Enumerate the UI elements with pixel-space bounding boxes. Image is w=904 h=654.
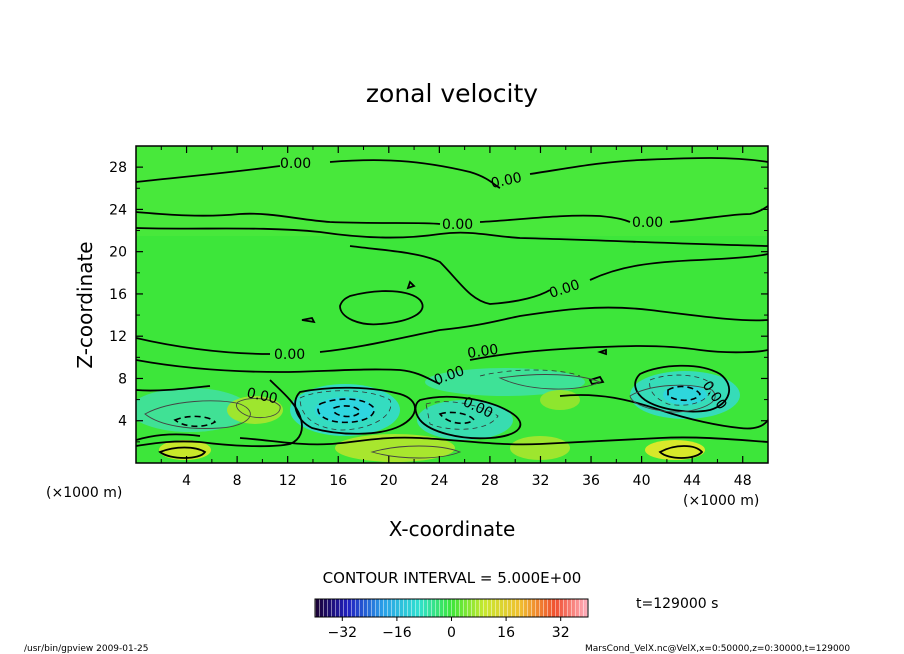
contour-label: 0.00	[490, 170, 524, 192]
contour-line	[425, 401, 499, 430]
chart-title: zonal velocity	[366, 79, 538, 108]
contour-label: 0.00	[245, 385, 279, 407]
x-unit-left: (×1000 m)	[46, 485, 122, 501]
anomaly-negative	[417, 400, 513, 440]
x-tick-label: 28	[481, 473, 499, 489]
y-tick-label: 16	[109, 287, 127, 303]
contour-line	[370, 445, 462, 459]
y-tick-label: 4	[118, 414, 127, 430]
y-tick-label: 12	[109, 329, 127, 345]
footer-left: /usr/bin/gpview 2009-01-25	[24, 644, 148, 654]
contour-line	[634, 364, 731, 413]
y-tick-label: 20	[109, 245, 127, 261]
contour-line	[667, 385, 701, 402]
x-tick-label: 32	[532, 473, 550, 489]
x-tick-label: 12	[279, 473, 297, 489]
contour-line	[339, 290, 424, 326]
anomaly-positive	[645, 440, 705, 460]
x-ticks: 4 8 12 16 20 24 28 32 36 40 44 48	[160, 146, 752, 489]
plot-frame	[135, 145, 769, 464]
contour-line	[136, 227, 768, 247]
y-ticks: 4 8 12 16 20 24 28	[109, 160, 768, 443]
contour-line	[136, 433, 768, 446]
colorbar-tick-label: 16	[497, 625, 515, 641]
contour-line	[173, 415, 217, 428]
contour-line	[438, 411, 476, 425]
contour-label: 0.00	[442, 217, 473, 233]
contour-line	[479, 369, 581, 377]
contour-line	[136, 345, 768, 385]
contour-line	[136, 157, 768, 189]
anomaly-negative	[315, 397, 375, 423]
thin-contours	[144, 374, 716, 459]
x-tick-label: 8	[233, 473, 242, 489]
contour-label: 0.00	[274, 347, 305, 363]
colorbar-tick-label: 32	[552, 625, 570, 641]
anomaly-positive	[540, 390, 580, 410]
x-tick-label: 20	[380, 473, 398, 489]
contour-label: 0.00	[466, 342, 499, 362]
colorbar-tick-label: −16	[382, 625, 412, 641]
anomaly-negative	[663, 385, 707, 405]
y-axis-label: Z-coordinate	[73, 241, 97, 368]
contour-line	[236, 398, 281, 418]
contour-line	[498, 374, 602, 390]
plot-area	[136, 146, 768, 463]
contour-line	[349, 245, 768, 305]
zero-contours	[136, 157, 768, 459]
x-tick-label: 48	[734, 473, 752, 489]
footer-right: MarsCond_VelX.nc@VelX,x=0:50000,z=0:3000…	[585, 644, 850, 654]
contour-interval: CONTOUR INTERVAL = 5.000E+00	[323, 569, 582, 587]
anomaly-negative	[136, 388, 250, 432]
contour-line	[658, 445, 704, 459]
anomaly-positive	[510, 436, 570, 460]
field-upper-band	[136, 146, 768, 236]
x-tick-label: 16	[329, 473, 347, 489]
contour-line	[317, 398, 375, 424]
x-tick-label: 40	[633, 473, 651, 489]
x-axis-label: X-coordinate	[389, 517, 516, 541]
contour-line	[158, 446, 207, 459]
negative-contours	[173, 385, 701, 428]
contour-line	[649, 374, 713, 406]
negative-contours-thin	[299, 369, 713, 431]
colorbar-ticks: −32 −16 0 16 32	[328, 617, 570, 641]
colorbar-tick-label: −32	[328, 625, 358, 641]
anomaly-positive	[159, 440, 211, 460]
contour-label: 0.00	[632, 215, 663, 231]
contour-line	[301, 280, 607, 386]
contour-line	[559, 394, 768, 430]
x-tick-label: 36	[582, 473, 600, 489]
x-tick-label: 24	[430, 473, 448, 489]
contour-line	[136, 306, 768, 355]
contour-line	[136, 205, 768, 225]
x-tick-label: 4	[182, 473, 191, 489]
contour-line	[629, 384, 716, 413]
x-tick-label: 44	[683, 473, 701, 489]
contour-label: 0.00	[280, 156, 311, 172]
x-unit-right: (×1000 m)	[683, 493, 759, 509]
colorbar-tick-label: 0	[447, 625, 456, 641]
contour-line	[333, 405, 361, 418]
y-tick-label: 8	[118, 371, 127, 387]
contour-line	[299, 390, 392, 431]
colorbar-stripes	[315, 599, 588, 617]
time-label: t=129000 s	[636, 596, 718, 612]
contour-line	[294, 386, 416, 435]
contour-line	[414, 395, 522, 440]
y-tick-label: 28	[109, 160, 127, 176]
y-tick-label: 24	[109, 202, 127, 218]
